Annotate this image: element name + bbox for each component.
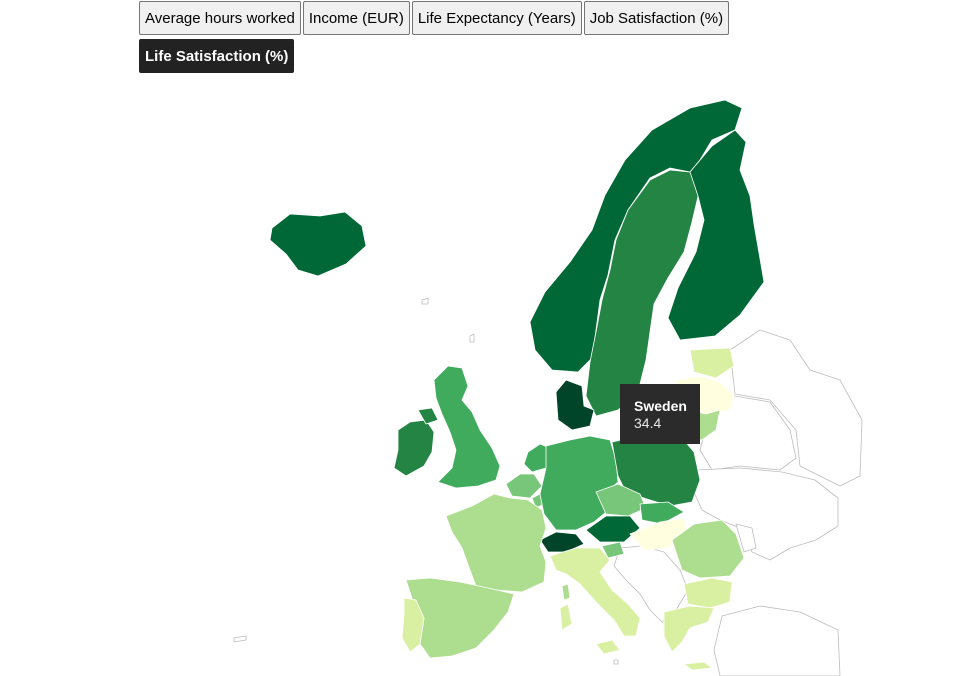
- island-malta: [613, 659, 619, 665]
- country-italy[interactable]: [549, 547, 641, 637]
- country-greece[interactable]: [663, 605, 715, 653]
- country-bulgaria[interactable]: [683, 577, 733, 609]
- country-moldova[interactable]: [735, 523, 757, 553]
- country-turkey[interactable]: [713, 605, 841, 676]
- country-iceland[interactable]: [269, 211, 367, 277]
- tooltip-country-name: Sweden: [634, 398, 687, 414]
- life-satisfaction-button[interactable]: Life Satisfaction (%): [139, 39, 295, 73]
- country-sweden[interactable]: [585, 169, 701, 417]
- tooltip-value: 34.4: [634, 415, 662, 431]
- country-belgium[interactable]: [505, 473, 543, 499]
- country-austria[interactable]: [585, 515, 641, 543]
- country-slovakia[interactable]: [639, 501, 685, 525]
- country-sardinia[interactable]: [559, 603, 573, 631]
- country-finland[interactable]: [667, 129, 765, 341]
- map-tooltip: Sweden 34.4: [620, 384, 700, 444]
- small-islands: [233, 297, 619, 665]
- no-data-countries: [613, 329, 863, 676]
- country-france[interactable]: [445, 493, 547, 593]
- country-portugal[interactable]: [401, 597, 425, 653]
- country-estonia[interactable]: [689, 347, 735, 379]
- island-canary: [233, 635, 247, 643]
- island-faroe: [421, 297, 429, 305]
- job-satisfaction-button[interactable]: Job Satisfaction (%): [583, 1, 730, 35]
- island-shetland: [469, 333, 475, 343]
- average-hours-worked-button[interactable]: Average hours worked: [139, 1, 301, 35]
- metric-button-bar: Average hours worked Income (EUR) Life E…: [139, 0, 759, 76]
- country-crete[interactable]: [683, 661, 713, 671]
- life-expectancy-button[interactable]: Life Expectancy (Years): [411, 1, 582, 35]
- data-countries: [269, 99, 765, 671]
- country-northern-ireland[interactable]: [417, 407, 439, 425]
- country-sicily[interactable]: [595, 639, 621, 655]
- country-ireland[interactable]: [393, 419, 435, 477]
- country-romania[interactable]: [671, 519, 745, 579]
- country-belarus[interactable]: [699, 395, 797, 471]
- country-russia[interactable]: [729, 329, 863, 487]
- country-slovenia[interactable]: [601, 541, 625, 559]
- country-ukraine[interactable]: [693, 467, 839, 561]
- country-switzerland[interactable]: [539, 531, 585, 553]
- income-button[interactable]: Income (EUR): [302, 1, 410, 35]
- country-united-kingdom[interactable]: [433, 365, 501, 489]
- country-corsica[interactable]: [561, 583, 571, 601]
- country-denmark[interactable]: [555, 379, 595, 431]
